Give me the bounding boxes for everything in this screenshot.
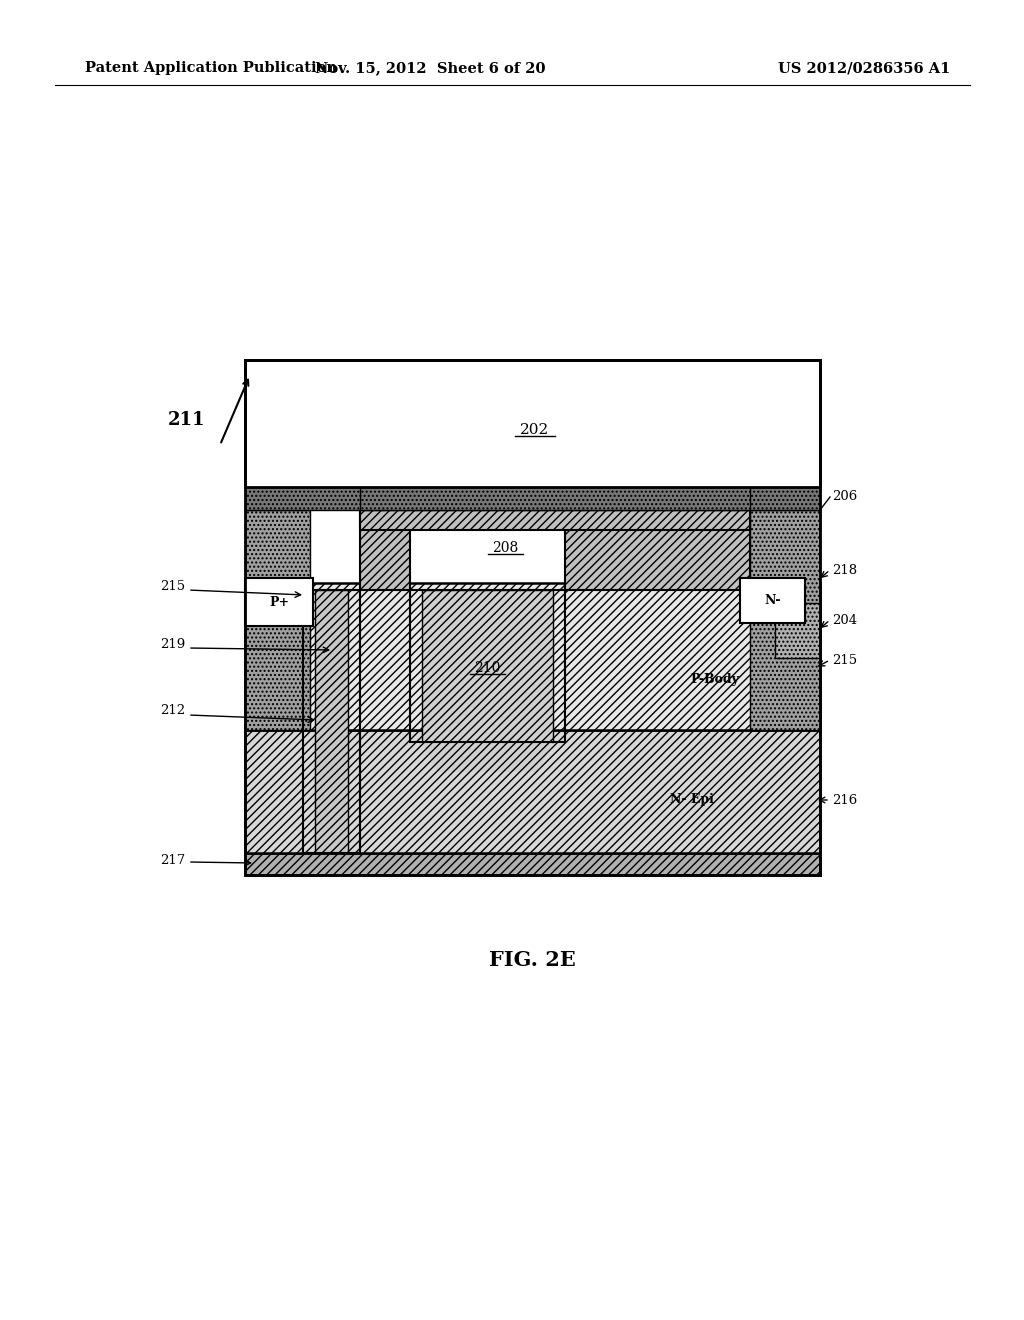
Bar <box>245 853 820 875</box>
Text: 208: 208 <box>492 541 518 554</box>
Bar <box>245 578 313 626</box>
Text: 216: 216 <box>831 793 857 807</box>
Bar <box>750 510 820 730</box>
Bar <box>422 590 553 742</box>
Bar <box>315 590 348 853</box>
Text: 202: 202 <box>520 422 550 437</box>
Bar <box>245 583 820 730</box>
Bar <box>565 510 750 590</box>
Text: FIG. 2E: FIG. 2E <box>488 950 575 970</box>
Text: Patent Application Publication: Patent Application Publication <box>85 61 337 75</box>
Text: P+: P+ <box>269 595 289 609</box>
Bar <box>410 590 565 742</box>
Bar <box>740 578 805 623</box>
Bar <box>245 360 820 875</box>
Bar <box>360 487 750 510</box>
Bar <box>245 487 820 510</box>
Bar <box>775 603 820 657</box>
Text: 217: 217 <box>160 854 185 866</box>
Bar <box>245 360 820 487</box>
Bar <box>303 590 360 853</box>
Text: 211: 211 <box>168 411 206 429</box>
Bar <box>360 510 750 531</box>
Text: 218: 218 <box>831 564 857 577</box>
Text: 204: 204 <box>831 614 857 627</box>
Bar <box>245 730 820 853</box>
Text: 210: 210 <box>474 661 500 675</box>
Text: 212: 212 <box>160 704 185 717</box>
Text: 206: 206 <box>831 491 857 503</box>
Text: N- Epi: N- Epi <box>670 793 714 807</box>
Text: 215: 215 <box>160 581 185 594</box>
Text: Nov. 15, 2012  Sheet 6 of 20: Nov. 15, 2012 Sheet 6 of 20 <box>314 61 545 75</box>
Text: 215: 215 <box>831 653 857 667</box>
Bar <box>245 510 310 730</box>
Polygon shape <box>422 742 553 772</box>
Text: US 2012/0286356 A1: US 2012/0286356 A1 <box>777 61 950 75</box>
Text: 219: 219 <box>160 639 185 652</box>
Text: P-Body: P-Body <box>690 673 739 686</box>
Bar <box>360 510 410 590</box>
Text: N-: N- <box>764 594 780 607</box>
